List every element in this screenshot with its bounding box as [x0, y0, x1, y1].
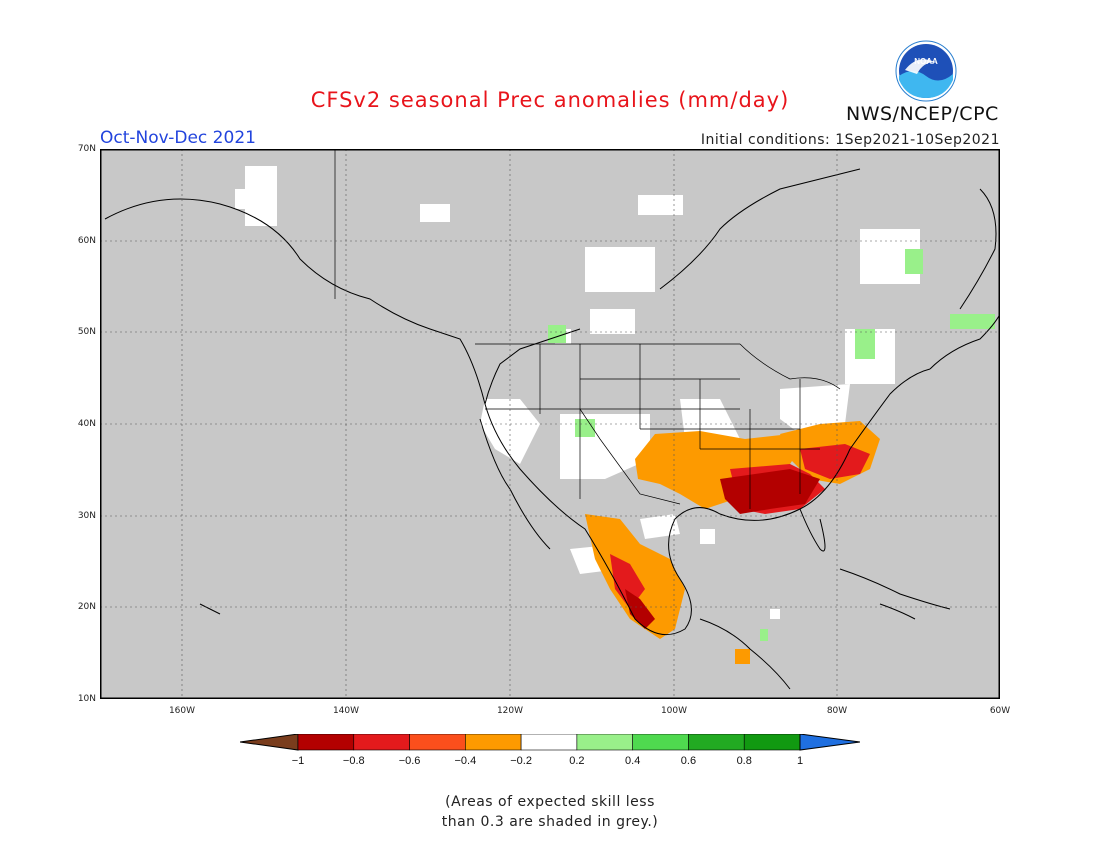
legend-tick-label: 0.2 — [569, 755, 584, 767]
legend-tick-label: −0.8 — [343, 755, 365, 767]
initial-conditions: Initial conditions: 1Sep2021-10Sep2021 — [700, 132, 1000, 148]
legend-cell — [465, 733, 522, 751]
legend-right-arrow — [799, 733, 861, 751]
legend-tick-label: 0.8 — [737, 755, 752, 767]
map-frame — [100, 149, 1000, 699]
legend-tick-label: 1 — [797, 755, 803, 767]
graticule — [100, 149, 1000, 699]
borders — [334, 149, 841, 509]
lon-label-80w: 80W — [826, 706, 848, 716]
agency-label: NWS/NCEP/CPC — [846, 103, 999, 125]
legend-tick-label: −0.6 — [399, 755, 421, 767]
lat-label-30n: 30N — [77, 511, 96, 521]
legend-tick-label: −0.4 — [454, 755, 476, 767]
logo-text: NOAA — [914, 57, 938, 66]
skill-note-line2: than 0.3 are shaded in grey.) — [441, 814, 659, 830]
map-panel — [100, 149, 1000, 699]
legend-cell — [409, 733, 466, 751]
lon-label-160w: 160W — [168, 706, 196, 716]
legend-left-arrow — [239, 733, 299, 751]
legend-cell — [576, 733, 633, 751]
lat-label-10n: 10N — [77, 694, 96, 704]
legend-tick-label: −0.2 — [510, 755, 532, 767]
lon-label-140w: 140W — [332, 706, 360, 716]
skill-note: (Areas of expected skill less than 0.3 a… — [400, 792, 700, 832]
legend-cell — [688, 733, 745, 751]
precip-anomaly-map — [100, 149, 1000, 699]
color-legend: −1 −0.8 −0.6 −0.4 −0.2 0.2 0.4 0.6 0.8 1 — [239, 733, 861, 774]
legend-cell — [632, 733, 689, 751]
noaa-logo: NOAA — [895, 40, 957, 102]
legend-tick-label: 0.6 — [681, 755, 696, 767]
dry-strong-regions — [625, 469, 820, 629]
legend-tick-label: −1 — [292, 755, 305, 767]
lat-label-20n: 20N — [77, 602, 96, 612]
lat-label-60n: 60N — [77, 236, 96, 246]
lon-label-100w: 100W — [660, 706, 688, 716]
lat-label-50n: 50N — [77, 327, 96, 337]
lon-label-120w: 120W — [496, 706, 524, 716]
legend-cell — [353, 733, 410, 751]
legend-cell — [743, 733, 801, 751]
skill-note-line1: (Areas of expected skill less — [445, 794, 655, 810]
legend-cell — [297, 733, 355, 751]
lat-label-40n: 40N — [77, 419, 96, 429]
lon-label-60w: 60W — [989, 706, 1011, 716]
lat-label-70n: 70N — [77, 144, 96, 154]
map-title: CFSv2 seasonal Prec anomalies (mm/day) — [310, 88, 790, 112]
legend-cell — [520, 733, 578, 751]
legend-tick-label: 0.4 — [625, 755, 640, 767]
coastlines — [104, 168, 1000, 690]
season-label: Oct-Nov-Dec 2021 — [100, 128, 256, 148]
